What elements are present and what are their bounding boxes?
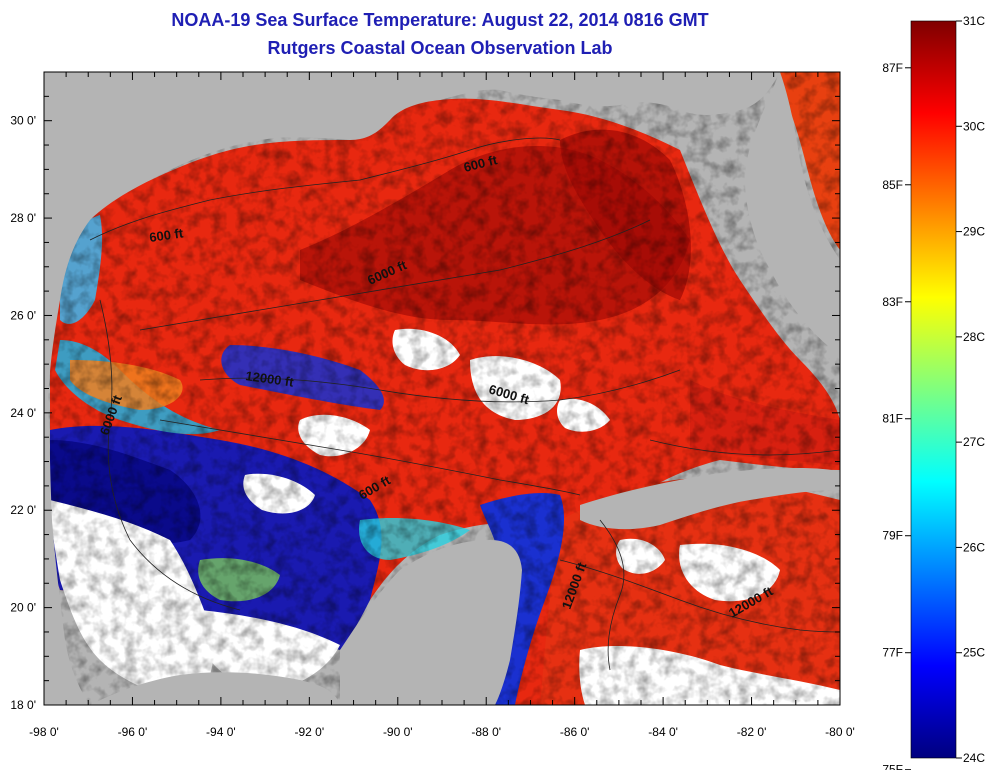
longitude-tick-label: -92 0' xyxy=(295,725,325,739)
title-line-1: NOAA-19 Sea Surface Temperature: August … xyxy=(171,10,709,30)
celsius-label: 26C xyxy=(963,540,985,554)
celsius-label: 27C xyxy=(963,435,985,449)
axis-ticks xyxy=(43,71,841,706)
latitude-labels: 18 0' 20 0' 22 0' 24 0' 26 0' 28 0' 30 0' xyxy=(10,114,36,712)
celsius-label: 28C xyxy=(963,330,985,344)
florida-peninsula xyxy=(745,72,840,355)
longitude-tick-label: -98 0' xyxy=(29,725,59,739)
fahrenheit-label: 87F xyxy=(882,61,903,75)
celsius-label: 25C xyxy=(963,646,985,660)
latitude-tick-label: 22 0' xyxy=(10,503,36,517)
latitude-tick-label: 28 0' xyxy=(10,211,36,225)
celsius-label: 29C xyxy=(963,225,985,239)
longitude-labels: -98 0' -96 0' -94 0' -92 0' -90 0' -88 0' -86 … xyxy=(29,725,855,739)
celsius-label: 31C xyxy=(963,14,985,28)
latitude-tick-label: 24 0' xyxy=(10,406,36,420)
longitude-tick-label: -84 0' xyxy=(648,725,678,739)
fahrenheit-label: 83F xyxy=(882,295,903,309)
texas-louisiana-coast xyxy=(44,72,780,400)
mexico-west-coast xyxy=(44,400,90,705)
contour-label-600ft-west: 600 ft xyxy=(148,225,184,245)
latitude-tick-label: 18 0' xyxy=(10,698,36,712)
fahrenheit-label: 75F xyxy=(882,763,903,770)
cuba-island xyxy=(580,468,840,530)
longitude-tick-label: -96 0' xyxy=(118,725,148,739)
central-america xyxy=(90,672,340,705)
latitude-tick-label: 30 0' xyxy=(10,114,36,128)
longitude-tick-label: -90 0' xyxy=(383,725,413,739)
latitude-tick-label: 20 0' xyxy=(10,601,36,615)
fahrenheit-label: 77F xyxy=(882,646,903,660)
bathymetry-contours xyxy=(89,137,840,671)
longitude-tick-label: -94 0' xyxy=(206,725,236,739)
fahrenheit-label: 79F xyxy=(882,529,903,543)
latitude-tick-label: 26 0' xyxy=(10,308,36,322)
longitude-tick-label: -88 0' xyxy=(471,725,501,739)
celsius-label: 30C xyxy=(963,119,985,133)
longitude-tick-label: -82 0' xyxy=(737,725,767,739)
sea-surface-field xyxy=(44,72,840,705)
fahrenheit-label: 81F xyxy=(882,412,903,426)
title-line-2: Rutgers Coastal Ocean Observation Lab xyxy=(267,38,613,58)
colorbar-gradient xyxy=(910,20,957,759)
celsius-label: 24C xyxy=(963,751,985,765)
contour-label-12000ft-central: 12000 ft xyxy=(245,368,296,390)
longitude-tick-label: -86 0' xyxy=(560,725,590,739)
colorbar-labels: 24C 25C 26C 27C 28C 29C 30C 31C 75F 77F 79F 81F 83F 8… xyxy=(882,14,985,770)
fahrenheit-label: 85F xyxy=(882,178,903,192)
yucatan-peninsula xyxy=(340,540,522,705)
longitude-tick-label: -80 0' xyxy=(825,725,855,739)
